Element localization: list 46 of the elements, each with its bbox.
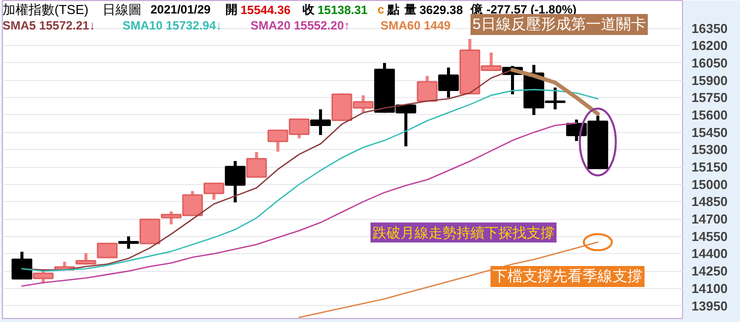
annotation: 15544.36	[240, 3, 291, 17]
candlestick	[204, 182, 224, 200]
annotation: 15138.31	[318, 3, 368, 17]
candlestick	[12, 252, 32, 280]
y-tick-label: 16200	[692, 38, 728, 54]
y-tick-label: 16050	[692, 55, 728, 70]
chart-subtitle: 日線圖	[102, 2, 142, 17]
candlestick	[96, 242, 118, 258]
candlestick	[224, 161, 246, 202]
y-tick-label: 14100	[692, 280, 728, 296]
y-tick-label: 14400	[692, 246, 728, 262]
y-tick-label: 15000	[692, 176, 728, 192]
annotation: -277.57 (-1.80%)	[486, 2, 577, 16]
text: SMA5 15572.21↓	[2, 18, 96, 32]
annotation: 跌破月線走勢持續下探找支撐	[372, 224, 554, 240]
y-tick-label: 16350	[692, 20, 728, 36]
y-tick-label: 15150	[692, 160, 728, 175]
annotation: 開	[226, 2, 238, 16]
y-tick-label: 14700	[692, 212, 728, 227]
annotation: 2021/01/29	[150, 2, 211, 16]
candlestick	[416, 76, 438, 102]
y-tick-label: 15300	[692, 142, 728, 158]
candlestick	[32, 270, 54, 284]
candlestick	[118, 236, 139, 249]
text: SMA10 15732.94↓	[122, 18, 222, 32]
annotation: 量	[404, 2, 416, 16]
y-tick-label: 15900	[692, 72, 728, 88]
y-tick-label: 14550	[692, 228, 728, 244]
annotation: 下檔支撐先看季線支撐	[492, 268, 642, 285]
chart-title: 加權指數(TSE)	[2, 2, 88, 17]
y-tick-label: 15450	[692, 124, 728, 140]
annotation: c	[378, 2, 384, 16]
y-tick-label: 13950	[692, 298, 728, 314]
annotation: 點	[386, 2, 400, 16]
y-tick-label: 14250	[692, 264, 728, 279]
candlestick	[438, 68, 459, 98]
annotation: 3629.38	[420, 3, 464, 17]
candlestick	[310, 109, 331, 135]
text: SMA20 15552.20↑	[250, 18, 350, 32]
annotation: 5日線反壓形成第一道關卡	[472, 16, 646, 33]
y-tick-label: 14850	[692, 194, 728, 210]
y-tick-label: 15600	[692, 107, 728, 122]
y-tick-label: 15750	[692, 90, 728, 106]
candlestick	[246, 152, 267, 178]
annotation: 收	[302, 2, 316, 16]
text: SMA60 1449	[380, 18, 451, 32]
